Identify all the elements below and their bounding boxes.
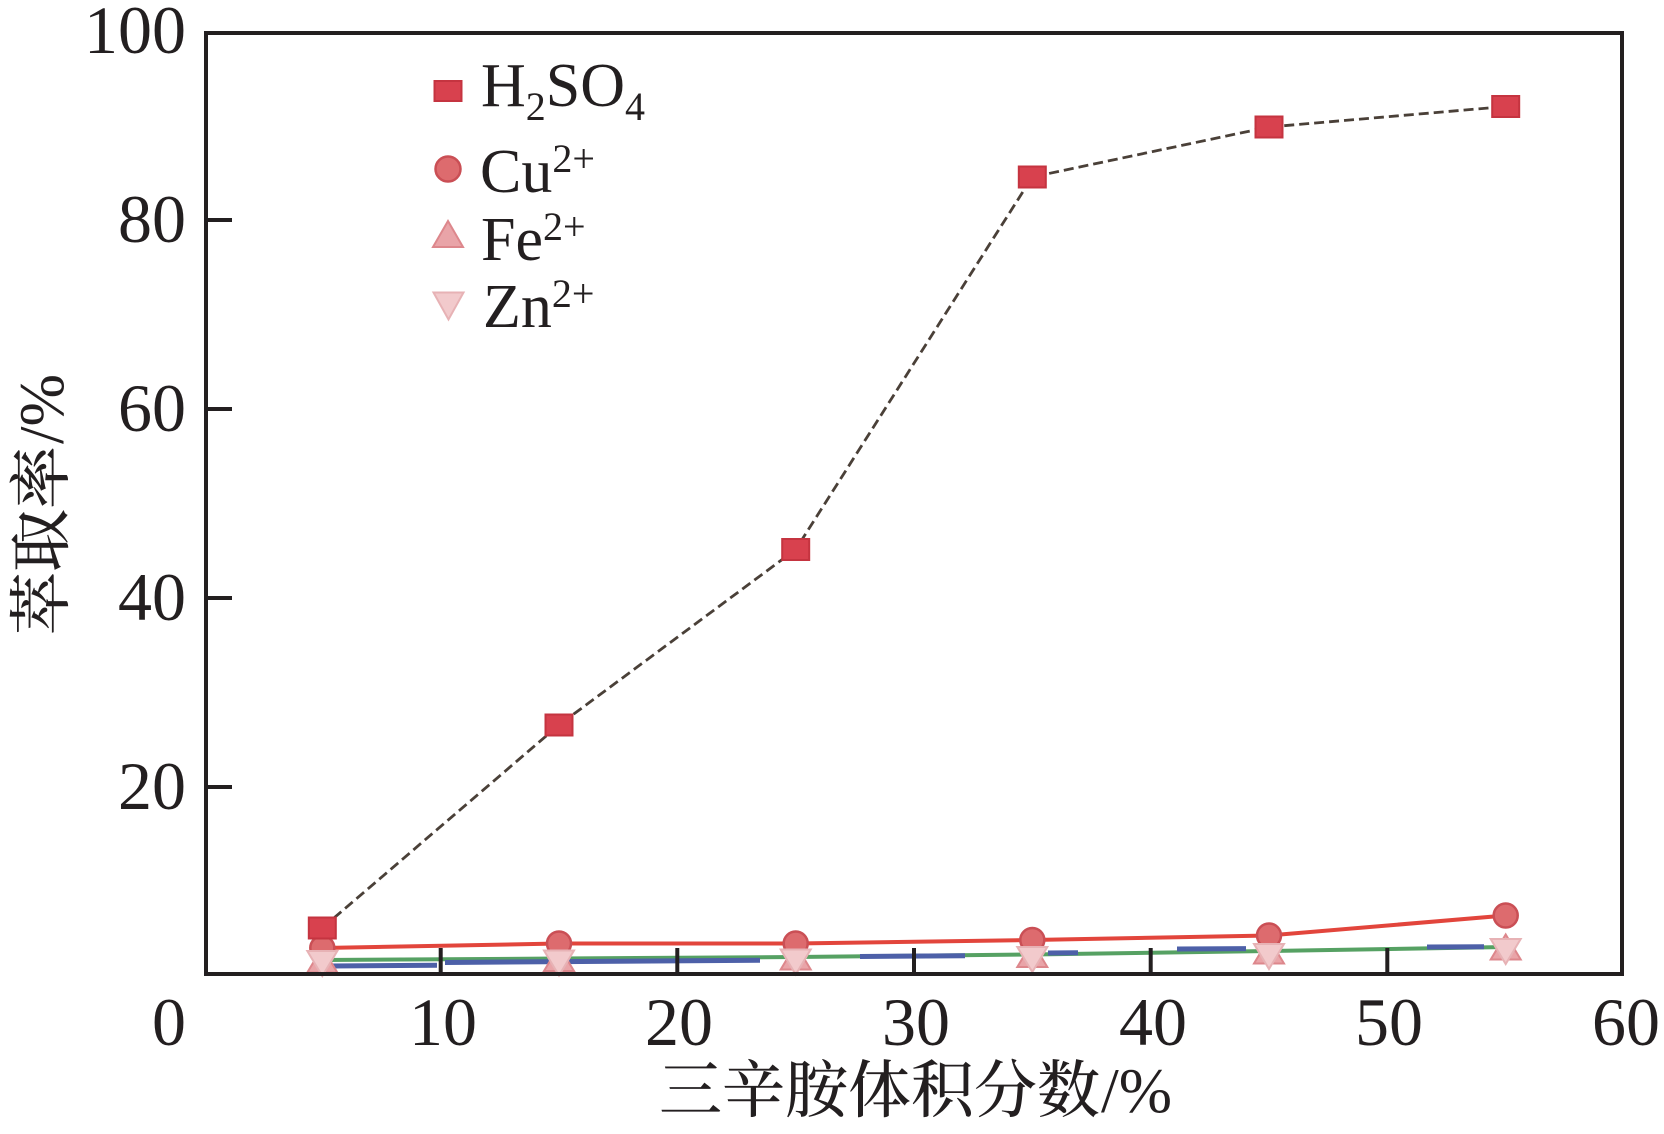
svg-text:20: 20 xyxy=(118,748,186,824)
svg-text:/%: /% xyxy=(7,374,77,444)
svg-text:40: 40 xyxy=(118,559,186,635)
svg-text:30: 30 xyxy=(882,984,950,1060)
svg-text:40: 40 xyxy=(1119,984,1187,1060)
svg-text:100: 100 xyxy=(84,0,186,68)
svg-text:60: 60 xyxy=(118,370,186,446)
svg-text:10: 10 xyxy=(409,984,477,1060)
svg-text:/%: /% xyxy=(1101,1055,1172,1126)
svg-text:H2SO4: H2SO4 xyxy=(481,52,645,129)
svg-text:50: 50 xyxy=(1355,984,1423,1060)
svg-text:20: 20 xyxy=(645,984,713,1060)
svg-text:80: 80 xyxy=(118,181,186,257)
svg-text:60: 60 xyxy=(1592,984,1660,1060)
svg-text:0: 0 xyxy=(152,984,186,1060)
